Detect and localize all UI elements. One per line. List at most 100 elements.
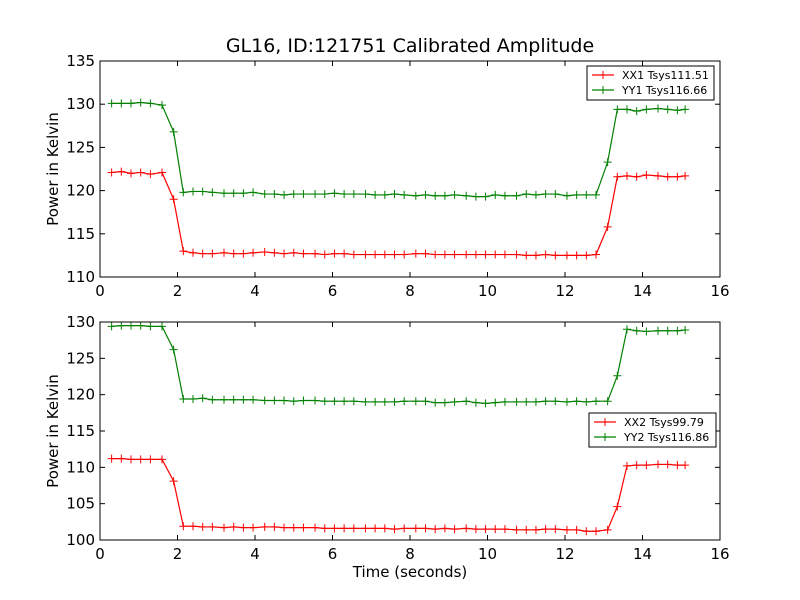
data-point	[158, 322, 166, 331]
data-point	[249, 188, 258, 197]
data-point	[260, 190, 269, 199]
data-point	[632, 461, 641, 470]
data-point	[642, 327, 651, 336]
data-point	[179, 522, 188, 531]
data-point	[673, 461, 682, 470]
data-point	[462, 397, 471, 406]
data-point	[450, 190, 459, 199]
data-point	[330, 524, 339, 533]
data-point	[311, 396, 320, 405]
data-point	[481, 250, 490, 259]
data-point	[592, 397, 600, 406]
data-point	[531, 190, 540, 199]
data-point	[551, 525, 560, 534]
data-point	[491, 398, 500, 407]
data-point	[632, 326, 641, 335]
data-point	[127, 169, 135, 178]
data-point	[522, 397, 531, 406]
data-point	[450, 250, 459, 259]
data-point	[673, 106, 682, 115]
data-point	[562, 397, 571, 406]
data-point	[289, 248, 298, 257]
data-point	[440, 191, 449, 200]
y-tick-label: 115	[66, 225, 95, 243]
data-point	[311, 249, 320, 258]
data-point	[663, 326, 672, 335]
data-point	[603, 158, 612, 167]
data-point	[158, 168, 166, 177]
data-point	[462, 250, 471, 259]
data-point	[440, 524, 449, 533]
data-point	[500, 191, 509, 200]
y-tick-label: 120	[66, 386, 95, 404]
data-point	[198, 249, 207, 258]
data-point	[280, 249, 289, 258]
data-point	[220, 189, 228, 198]
data-point	[169, 345, 178, 354]
data-point	[681, 325, 690, 334]
legend-label: YY2 Tsys116.86	[623, 431, 709, 444]
data-point	[562, 191, 571, 200]
data-point	[491, 525, 500, 534]
data-point	[127, 321, 135, 330]
data-point	[208, 249, 217, 258]
data-point	[330, 397, 339, 406]
data-point	[208, 522, 217, 531]
data-point	[289, 523, 298, 532]
data-point	[198, 187, 207, 196]
data-point	[189, 187, 197, 196]
data-point	[551, 190, 560, 199]
legend: XX2 Tsys99.79 YY2 Tsys116.86	[588, 412, 717, 448]
data-point	[411, 524, 420, 533]
data-point	[289, 397, 298, 406]
data-point	[146, 455, 155, 464]
data-point	[481, 525, 490, 534]
data-point	[220, 395, 228, 404]
data-point	[349, 397, 358, 406]
data-point	[299, 396, 308, 405]
data-point	[239, 395, 248, 404]
data-point	[320, 524, 329, 533]
data-point	[400, 250, 409, 259]
data-point	[431, 398, 440, 407]
data-point	[270, 522, 279, 531]
data-point	[340, 524, 349, 533]
data-point	[349, 250, 358, 259]
data-point	[127, 99, 135, 108]
data-point	[361, 190, 370, 199]
series-1-2	[107, 98, 690, 201]
legend-box	[586, 65, 715, 101]
data-point	[512, 397, 521, 406]
data-point	[541, 190, 550, 199]
data-point	[642, 461, 651, 470]
x-tick-label: 14	[633, 545, 652, 563]
legend-marker	[601, 433, 609, 441]
data-point	[390, 397, 399, 406]
data-point	[146, 99, 155, 108]
figure-title: GL16, ID:121751 Calibrated Amplitude	[226, 35, 594, 57]
data-point	[512, 250, 521, 259]
data-point	[260, 396, 269, 405]
data-point	[340, 249, 349, 258]
data-point	[299, 523, 308, 532]
y-axis-label: Power in Kelvin	[44, 112, 62, 226]
subplot-2: 0 2 4 6 8 10 12 14 16 100 105 110 115 120 125 130 Power …	[44, 313, 730, 581]
data-point	[136, 321, 145, 330]
data-point	[390, 525, 399, 534]
data-point	[280, 190, 289, 199]
legend-marker	[599, 71, 607, 79]
data-point	[471, 192, 480, 201]
data-point	[562, 525, 571, 534]
series-1-1	[107, 167, 690, 260]
data-point	[380, 250, 389, 259]
data-point	[299, 249, 308, 258]
data-point	[390, 250, 399, 259]
data-point	[654, 171, 662, 180]
data-point	[541, 525, 550, 534]
data-point	[229, 395, 238, 404]
x-tick-label: 0	[95, 545, 105, 563]
data-point	[127, 455, 135, 464]
data-point	[371, 250, 380, 259]
data-point	[471, 398, 480, 407]
